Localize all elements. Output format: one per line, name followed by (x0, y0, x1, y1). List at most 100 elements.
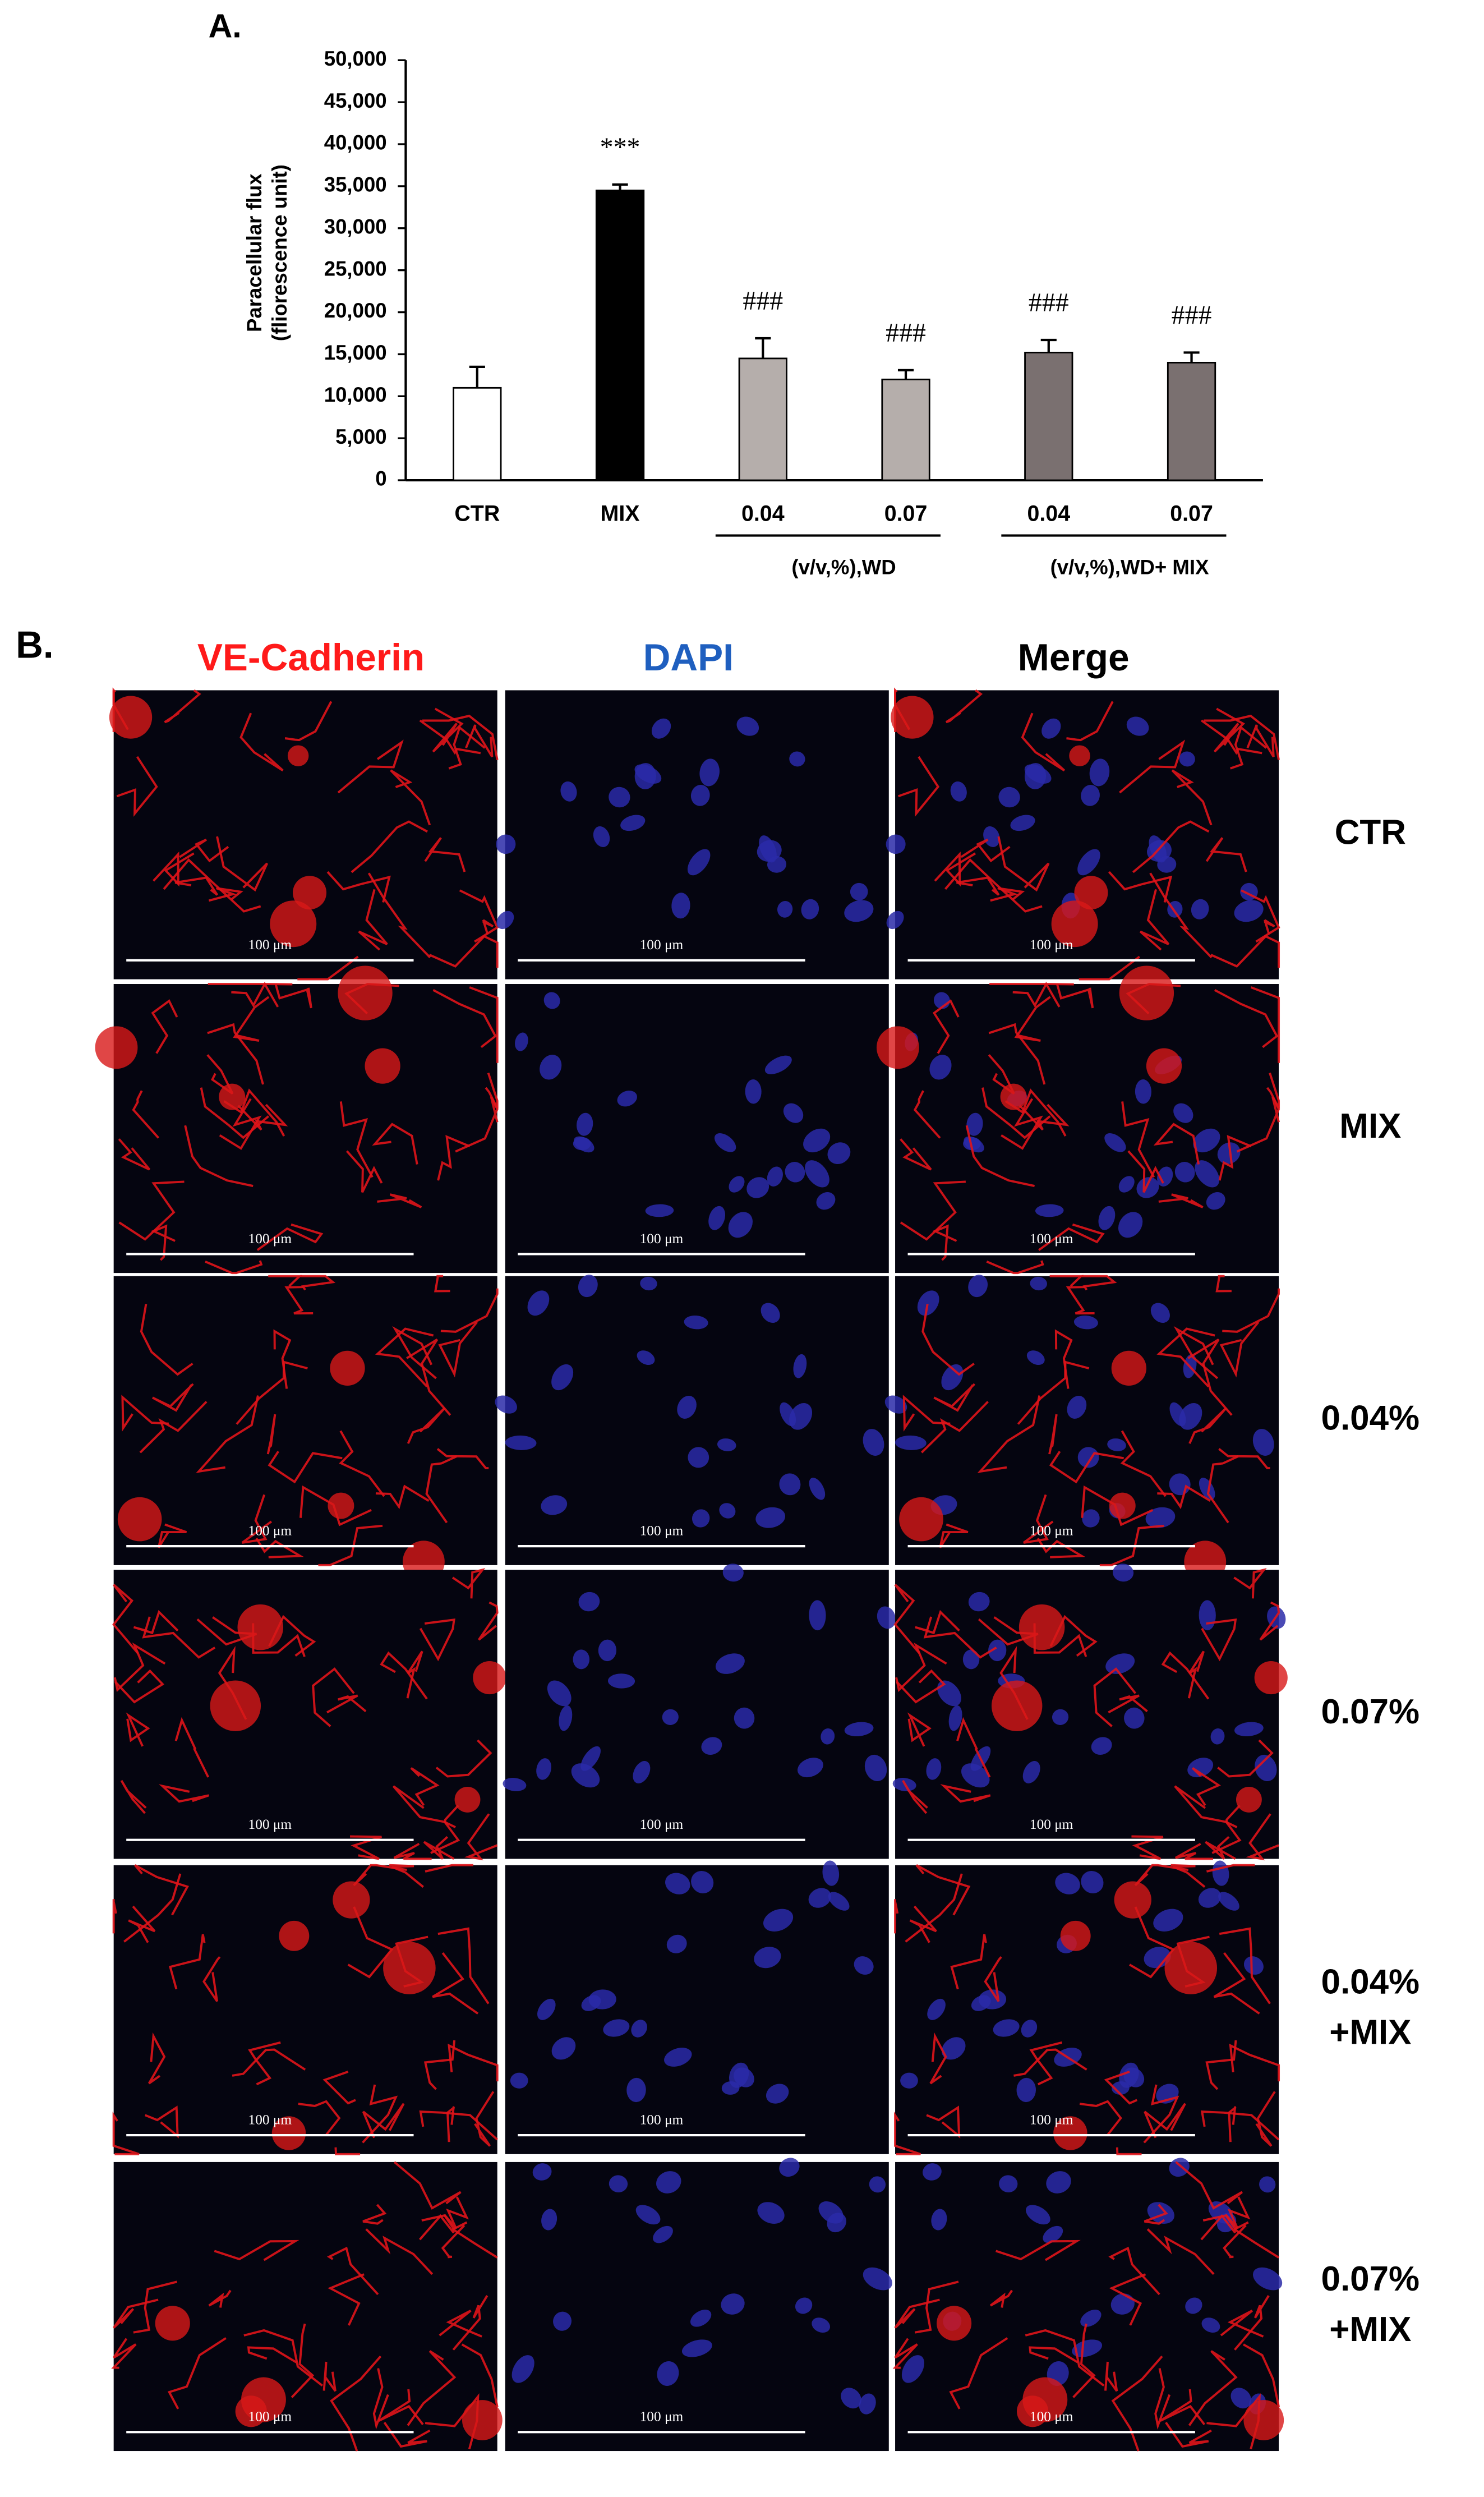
junction (1029, 2346, 1079, 2363)
nucleus (923, 2163, 942, 2181)
nucleus (532, 2163, 552, 2181)
junction (383, 2421, 431, 2448)
junction (1175, 1842, 1213, 1860)
nucleus (631, 2020, 647, 2038)
cell-blob (1236, 1786, 1262, 1813)
junction (132, 1090, 160, 1139)
junction (1250, 986, 1280, 1063)
scale-bar-label: 100 μm (1030, 2409, 1073, 2425)
junction (986, 1260, 1044, 1275)
nucleus (721, 2081, 740, 2095)
row-label: MIX (1339, 1107, 1401, 1146)
nucleus (588, 1989, 616, 2009)
cell-blob (1018, 1604, 1065, 1650)
junction (419, 719, 481, 755)
junction (184, 1125, 254, 1187)
junction (900, 1138, 932, 1171)
nucleus (640, 1276, 657, 1291)
nucleus (937, 1680, 961, 1707)
junction (464, 1813, 498, 1861)
nucleus (1199, 1477, 1215, 1500)
bar (595, 190, 645, 481)
nucleus (844, 900, 874, 922)
nucleus (886, 834, 906, 854)
nucleus (803, 1128, 831, 1153)
junction (330, 2355, 382, 2452)
junction (990, 887, 1025, 902)
junction (1187, 1338, 1233, 1416)
junction (112, 1584, 139, 1654)
nucleus (701, 1737, 722, 1755)
group-label: (v/v,%),WD+ MIX (1050, 555, 1209, 578)
bar (1024, 352, 1073, 481)
nucleus (931, 2209, 947, 2231)
junction (1134, 1864, 1189, 1887)
nucleus (789, 751, 805, 767)
y-tick-label: 5,000 (335, 425, 387, 448)
junction (268, 1275, 303, 1287)
junction (465, 724, 494, 757)
cell-blob (1243, 2400, 1284, 2440)
nucleus (1201, 2317, 1220, 2333)
micrograph: 100 μm (112, 1864, 499, 2155)
nucleus (1217, 1142, 1241, 1164)
junction (1120, 1430, 1167, 1497)
cell-blob (1000, 1083, 1027, 1110)
junction (322, 2071, 356, 2105)
junction (237, 1103, 288, 1131)
nucleus (681, 2339, 712, 2357)
nucleus (633, 1760, 651, 1783)
row-label: 0.04% (1321, 1963, 1420, 2002)
junction (940, 1784, 991, 1803)
row-label: +MIX (1329, 2013, 1411, 2052)
junction (150, 1224, 176, 1261)
junction (893, 1584, 921, 1654)
junction (392, 1326, 437, 1379)
junction (997, 836, 1050, 892)
junction (144, 2105, 179, 2139)
nucleus (715, 1653, 745, 1674)
cell-blob (330, 1350, 365, 1386)
nucleus (1255, 1754, 1277, 1782)
nucleus (626, 2077, 646, 2103)
junction (126, 1712, 150, 1747)
cell-blob (1060, 1920, 1091, 1951)
junction (365, 2228, 434, 2275)
micrograph: 100 μm (495, 1275, 889, 1565)
junction (437, 1927, 490, 2004)
junction (932, 999, 960, 1054)
junction (1153, 1123, 1200, 1165)
nucleus (1118, 1212, 1143, 1238)
cell-blob (462, 2400, 503, 2440)
junction (328, 2273, 365, 2326)
error-bar (1183, 351, 1200, 363)
junction (1093, 1667, 1137, 1727)
image-background (113, 1570, 497, 1859)
cell-blob (279, 1920, 310, 1951)
y-tick-label: 0 (375, 467, 386, 490)
scale-bar-label: 100 μm (248, 1523, 292, 1539)
junction (1023, 1494, 1054, 1544)
nucleus (900, 2072, 918, 2089)
junction (1175, 2161, 1243, 2210)
nucleus (722, 1564, 744, 1582)
column-header: Merge (1018, 637, 1130, 679)
nucleus (764, 1055, 792, 1074)
junction (1025, 2329, 1105, 2387)
junction (907, 1712, 932, 1747)
junction (1230, 725, 1268, 770)
junction (219, 1098, 262, 1150)
junction (432, 707, 464, 753)
nucleus (1179, 751, 1195, 767)
junction (898, 756, 940, 817)
nucleus (983, 826, 1000, 847)
nucleus (609, 2175, 628, 2192)
junction (407, 2350, 457, 2426)
junction (1200, 2214, 1249, 2241)
nucleus (495, 1395, 517, 1414)
junction (1021, 712, 1066, 772)
junction (1200, 719, 1262, 755)
error-bar (1040, 338, 1057, 353)
junction (140, 1304, 193, 1376)
junction (389, 1864, 424, 1888)
